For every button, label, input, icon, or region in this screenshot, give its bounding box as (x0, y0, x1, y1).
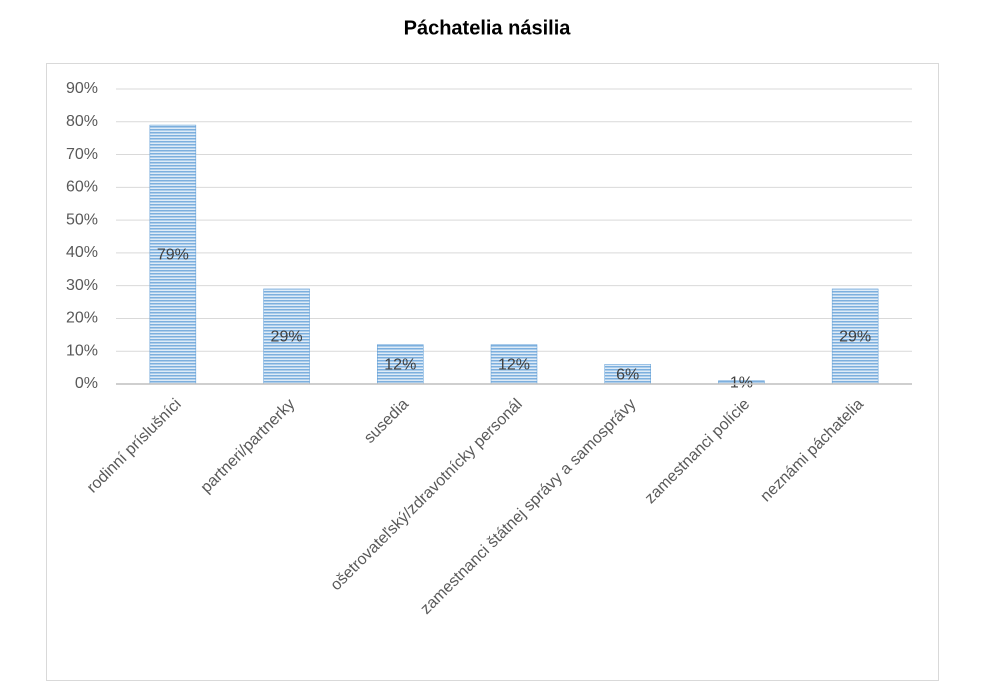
data-label: 29% (271, 329, 303, 346)
y-tick-label: 80% (66, 113, 98, 130)
bar (831, 288, 879, 385)
y-tick-label: 90% (66, 80, 98, 97)
bar (490, 344, 538, 385)
y-tick-label: 50% (66, 211, 98, 228)
data-label: 12% (498, 357, 530, 374)
y-tick-label: 0% (75, 375, 98, 392)
data-label: 12% (384, 357, 416, 374)
data-label: 79% (157, 247, 189, 264)
data-label: 29% (839, 329, 871, 346)
y-tick-label: 60% (66, 179, 98, 196)
y-tick-label: 10% (66, 342, 98, 359)
bar (263, 288, 310, 385)
chart-title: Páchatelia násilia (404, 17, 572, 39)
y-tick-label: 20% (66, 310, 98, 327)
y-tick-label: 40% (66, 244, 98, 261)
y-tick-label: 70% (66, 146, 98, 163)
bar (377, 344, 424, 385)
data-label: 6% (616, 366, 639, 383)
y-tick-label: 30% (66, 277, 98, 294)
data-label: 1% (730, 375, 753, 392)
bar (149, 124, 197, 385)
